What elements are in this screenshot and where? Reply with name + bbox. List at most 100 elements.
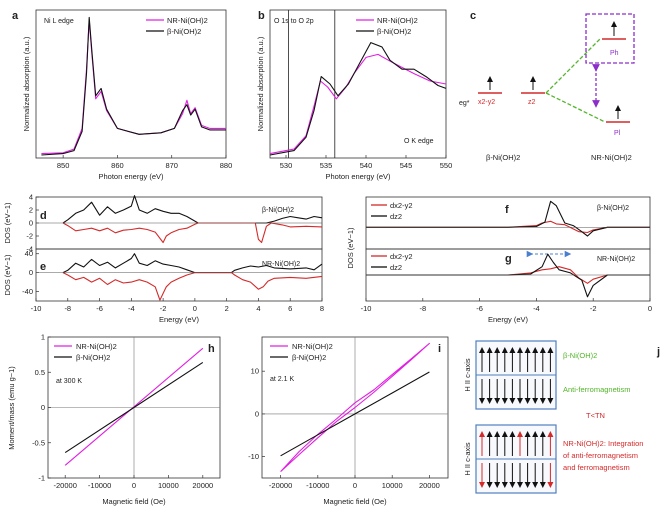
panel-h-legend: NR-Ni(OH)2 β-Ni(OH)2 <box>54 342 117 362</box>
nr-caption-2: of anti-ferromagnetism <box>563 451 638 460</box>
y-tick-label: 0 <box>255 409 259 418</box>
x-tick-label: 540 <box>360 161 373 170</box>
series-line-a-1 <box>41 16 226 156</box>
series-line-f-0 <box>366 220 650 234</box>
caption-beta: β-Ni(OH)2 <box>486 153 520 162</box>
x-tick-label: 8 <box>320 304 324 313</box>
y-tick-label: -4 <box>26 245 33 254</box>
legend-label-beta: β-Ni(OH)2 <box>377 27 411 36</box>
panel-b-legend: NR-Ni(OH)2 β-Ni(OH)2 <box>356 16 418 36</box>
legend-label-beta: β-Ni(OH)2 <box>76 353 110 362</box>
label-ph: Ph <box>610 50 619 57</box>
panel-a-xlabel: Photon energy (eV) <box>98 172 164 181</box>
panel-e-label: e <box>40 261 46 273</box>
nr-caption-3: and ferromagnetism <box>563 463 630 472</box>
panel-f-legend: dx2-y2 dz2 <box>371 201 413 221</box>
series-line-g-0 <box>366 266 650 284</box>
y-tick-label: 0.5 <box>35 368 45 377</box>
series-line-g-1 <box>366 253 650 298</box>
caption-nr: NR-Ni(OH)2 <box>591 153 632 162</box>
panel-h-ylabel: Moment/mass (emu g−1) <box>7 366 16 450</box>
axis-label-top: H II c-axis <box>463 358 472 392</box>
x-tick-label: -6 <box>96 304 103 313</box>
panel-c-label: c <box>470 10 476 22</box>
panel-de: d e β-Ni(OH)2 NR-Ni(OH)2 420-2-4 400-40 … <box>3 193 324 325</box>
panel-g-lines <box>366 253 650 298</box>
x-tick-label: -2 <box>590 304 597 313</box>
panel-g-xlabel: Energy (eV) <box>488 315 529 324</box>
panel-a-label: a <box>12 10 19 22</box>
panel-a-lines <box>41 16 226 156</box>
panel-j: j H II c-axis H II c-axis β-Ni(OH)2 Anti… <box>463 340 660 494</box>
panel-a-xticks: 850 860 870 880 <box>57 155 232 170</box>
legend-label-nr: NR-Ni(OH)2 <box>377 16 418 25</box>
panel-b-xticks: 530 535 540 545 550 <box>280 155 452 170</box>
panel-a-legend: NR-Ni(OH)2 β-Ni(OH)2 <box>146 16 208 36</box>
x-tick-label: 2 <box>225 304 229 313</box>
panel-e-lines <box>36 253 323 301</box>
series-line-h-0 <box>64 347 204 466</box>
panel-i-lines <box>280 342 430 473</box>
x-tick-label: 10000 <box>382 481 403 490</box>
panel-d-tag: β-Ni(OH)2 <box>262 207 294 214</box>
legend-label-dx2y2: dx2-y2 <box>390 252 413 261</box>
panel-b: b O 1s to O 2p O K edge NR-Ni(OH)2 β-Ni(… <box>256 9 452 181</box>
panel-i-note: at 2.1 K <box>270 376 294 383</box>
y-tick-label: -40 <box>22 287 33 296</box>
series-line-b-1 <box>269 42 447 156</box>
panel-e-frame <box>35 248 323 302</box>
axis-label-bottom: H II c-axis <box>463 442 472 476</box>
x-tick-label: -2 <box>160 304 167 313</box>
x-tick-label: 6 <box>288 304 292 313</box>
panel-h: h NR-Ni(OH)2 β-Ni(OH)2 at 300 K -20000 -1… <box>7 333 221 506</box>
x-tick-label: 530 <box>280 161 293 170</box>
panel-g-xticks: -10 -8 -6 -4 -2 0 <box>361 298 652 313</box>
series-line-h-1 <box>64 361 204 454</box>
x-tick-label: 0 <box>193 304 197 313</box>
panel-d-label: d <box>40 210 47 222</box>
x-tick-label: 535 <box>320 161 333 170</box>
panel-g-label: g <box>505 253 512 265</box>
y-tick-label: 0 <box>29 219 33 228</box>
legend-label-dz2: dz2 <box>390 212 402 221</box>
beta-caption: β-Ni(OH)2 <box>563 351 597 360</box>
panel-a-title: Ni L edge <box>44 18 74 25</box>
x-tick-label: 4 <box>256 304 260 313</box>
label-z2: z2 <box>528 99 536 106</box>
series-line-f-1 <box>366 200 650 237</box>
x-tick-label: 0 <box>353 481 357 490</box>
panel-h-axes: -20000 -10000 0 10000 20000 -1 -0.5 0 0.5 1 <box>32 333 220 490</box>
y-tick-label: 4 <box>29 193 33 202</box>
panel-h-note: at 300 K <box>56 378 82 385</box>
panel-b-xlabel: Photon energy (eV) <box>325 172 391 181</box>
y-tick-label: 40 <box>25 249 33 258</box>
y-tick-label: -0.5 <box>32 438 45 447</box>
x-tick-label: 880 <box>220 161 233 170</box>
x-tick-label: -6 <box>476 304 483 313</box>
eg-label: eg* <box>459 100 470 107</box>
panel-i: i NR-Ni(OH)2 β-Ni(OH)2 at 2.1 K -20000 -1… <box>248 336 449 506</box>
x-tick-label: 870 <box>165 161 178 170</box>
y-tick-label: 10 <box>251 367 259 376</box>
panel-b-frame <box>269 9 447 159</box>
panel-f-tag: β-Ni(OH)2 <box>597 205 629 212</box>
x-tick-label: -4 <box>128 304 135 313</box>
x-tick-label: -10000 <box>88 481 111 490</box>
ph-highlight-box <box>585 13 635 64</box>
panel-i-axes: -20000 -10000 0 10000 20000 -10 0 10 <box>248 337 448 490</box>
connector-down <box>545 92 606 123</box>
y-tick-label: 0 <box>41 403 45 412</box>
panel-fg: f g β-Ni(OH)2 NR-Ni(OH)2 dx2-y2 dz2 dx2-… <box>346 196 652 324</box>
legend-label-nr: NR-Ni(OH)2 <box>76 342 117 351</box>
connector-up <box>545 38 601 94</box>
panel-h-label: h <box>208 343 215 355</box>
panel-h-xlabel: Magnetic field (Oe) <box>102 497 166 506</box>
x-tick-label: -10 <box>31 304 42 313</box>
x-tick-label: 10000 <box>158 481 179 490</box>
panel-f-lines <box>366 200 650 237</box>
panel-g-tag: NR-Ni(OH)2 <box>597 256 635 263</box>
series-line-a-0 <box>41 19 226 155</box>
y-tick-label: 1 <box>41 333 45 342</box>
panel-i-legend: NR-Ni(OH)2 β-Ni(OH)2 <box>270 342 333 362</box>
